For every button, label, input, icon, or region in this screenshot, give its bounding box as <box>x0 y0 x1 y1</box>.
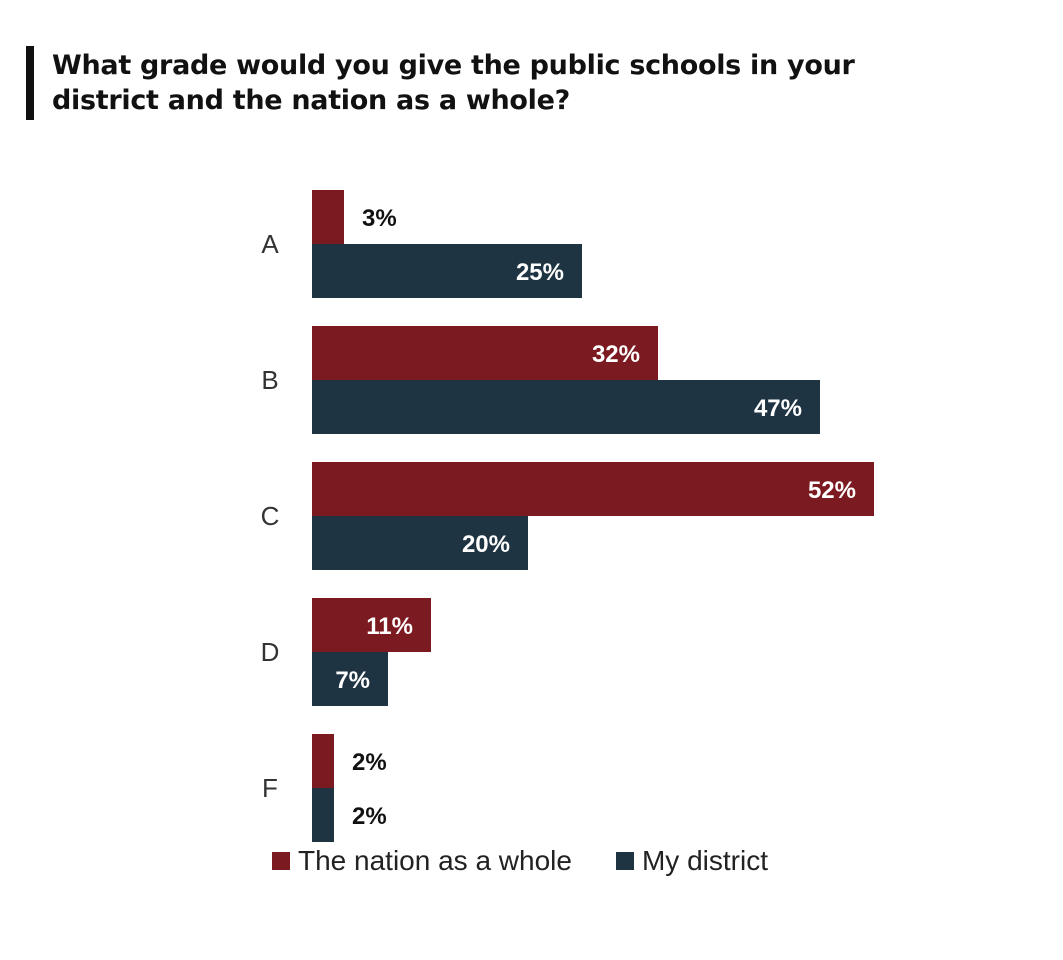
category-label-d: D <box>261 637 280 667</box>
title-accent-bar <box>26 46 34 120</box>
chart-title: What grade would you give the public sch… <box>52 50 855 116</box>
value-label-district-d: 7% <box>335 667 370 694</box>
bar-district-b <box>312 380 820 434</box>
bar-nation-f <box>312 734 334 788</box>
value-label-nation-b: 32% <box>592 341 640 368</box>
legend-label-district: My district <box>641 845 768 876</box>
category-label-a: A <box>261 229 279 259</box>
legend-swatch-district <box>615 852 634 870</box>
legend-item-nation: The nation as a whole <box>272 845 572 877</box>
value-label-nation-c: 52% <box>808 477 856 504</box>
value-label-district-b: 47% <box>754 395 802 422</box>
chart-legend: The nation as a whole My district <box>272 845 812 877</box>
value-label-nation-f: 2% <box>352 749 387 776</box>
category-label-c: C <box>261 501 280 531</box>
bar-nation-d <box>312 598 431 652</box>
value-label-nation-a: 3% <box>362 205 397 232</box>
bar-district-f <box>312 788 334 842</box>
bar-nation-c <box>312 462 874 516</box>
category-label-b: B <box>261 365 278 395</box>
value-label-district-f: 2% <box>352 803 387 830</box>
bar-district-d <box>312 652 388 706</box>
value-label-nation-d: 11% <box>366 613 413 640</box>
bar-district-a <box>312 244 582 298</box>
category-label-f: F <box>262 773 278 803</box>
legend-label-nation: The nation as a whole <box>298 845 572 876</box>
value-label-district-c: 20% <box>462 531 510 558</box>
bar-nation-a <box>312 190 344 244</box>
legend-swatch-nation <box>272 852 290 870</box>
bar-district-c <box>312 516 528 570</box>
value-label-district-a: 25% <box>516 259 564 286</box>
legend-item-district: My district <box>615 845 768 877</box>
bar-nation-b <box>312 326 658 380</box>
